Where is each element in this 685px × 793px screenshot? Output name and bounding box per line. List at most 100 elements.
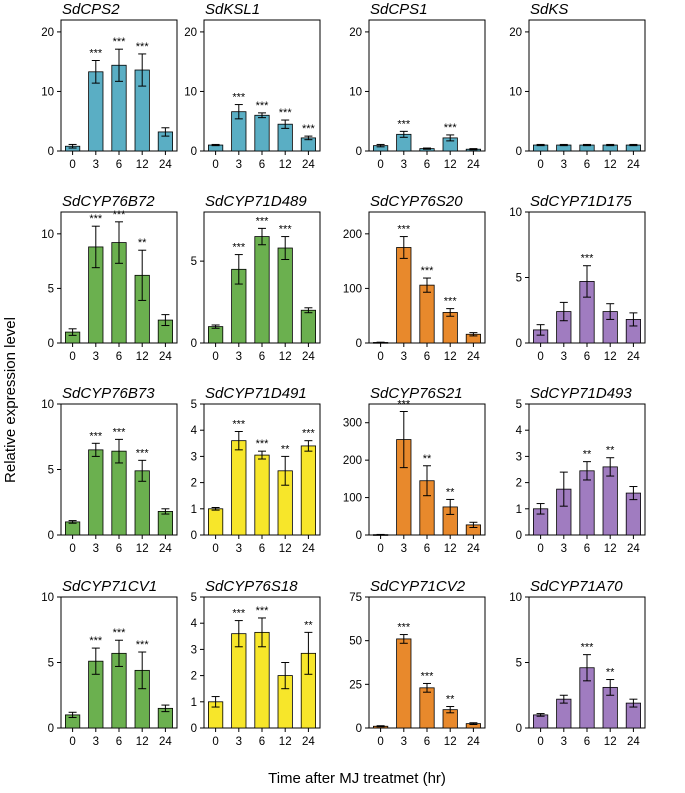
x-tick-label: 6	[116, 736, 122, 748]
x-tick-label: 12	[604, 736, 617, 748]
panel-title: SdCYP76S18	[205, 578, 298, 595]
x-tick-label: 6	[116, 351, 122, 363]
x-tick-label: 3	[401, 351, 407, 363]
panel-sdcyp76b72: SdCYP76B72 0 5 10 0 *** 3 *** 6 ** 12 24	[41, 193, 178, 363]
bar-24h	[157, 511, 173, 536]
error-bar	[606, 679, 615, 696]
x-tick-label: 12	[279, 351, 292, 363]
error-bar	[211, 696, 220, 708]
error-bar	[629, 486, 638, 501]
significance-mark: ***	[136, 41, 150, 53]
panel-title: SdCYP76S21	[370, 385, 463, 402]
y-tick-label: 10	[41, 86, 54, 98]
error-bar	[446, 706, 455, 714]
error-bar	[258, 617, 266, 648]
x-tick-label: 12	[279, 159, 292, 171]
error-bar	[211, 324, 220, 329]
y-tick-label: 10	[41, 592, 54, 604]
error-bar	[423, 277, 431, 293]
panel-title: SdCYP71CV2	[370, 578, 466, 595]
x-tick-label: 0	[377, 736, 383, 748]
y-tick-label: 3	[191, 451, 197, 463]
significance-mark: ***	[232, 608, 246, 620]
x-tick-label: 0	[69, 543, 75, 555]
x-tick-label: 12	[136, 736, 149, 748]
x-tick-label: 12	[136, 543, 149, 555]
x-tick-label: 6	[259, 159, 265, 171]
x-tick-label: 3	[93, 543, 99, 555]
significance-mark: ***	[397, 224, 411, 236]
x-tick-label: 12	[279, 543, 292, 555]
x-tick-label: 3	[401, 543, 407, 555]
x-tick-label: 6	[116, 543, 122, 555]
y-tick-label: 5	[516, 399, 522, 411]
x-tick-label: 3	[236, 736, 242, 748]
panel-sdcyp71cv1: SdCYP71CV1 0 5 10 0 *** 3 *** 6 *** 12 24	[41, 578, 178, 748]
error-bar	[281, 236, 290, 260]
x-tick-label: 3	[561, 543, 567, 555]
error-bar	[161, 508, 170, 515]
y-tick-label: 0	[48, 530, 54, 542]
error-bar	[469, 521, 478, 529]
bar-3h	[231, 440, 247, 536]
x-tick-label: 3	[236, 159, 242, 171]
y-tick-label: 4	[191, 425, 198, 437]
significance-mark: ***	[232, 242, 246, 254]
x-tick-label: 12	[444, 351, 457, 363]
error-bar	[376, 341, 385, 344]
error-bar	[234, 104, 243, 120]
significance-mark: ***	[302, 123, 316, 135]
y-tick-label: 5	[191, 592, 197, 604]
x-tick-label: 3	[401, 736, 407, 748]
panel-title: SdCYP71D493	[530, 385, 632, 402]
y-tick-label: 0	[191, 723, 197, 735]
y-tick-label: 0	[191, 338, 197, 350]
significance-mark: **	[606, 445, 615, 457]
y-tick-label: 2	[516, 478, 522, 490]
panel-sdks: SdKS 0 10 20 0 3 6 12 24	[509, 1, 646, 171]
x-tick-label: 24	[467, 159, 480, 171]
x-tick-label: 0	[212, 736, 218, 748]
error-bar	[115, 639, 123, 667]
panel-sdcyp71a70: SdCYP71A70 0 5 10 0 3 *** 6 ** 12 24	[509, 578, 646, 748]
y-tick-label: 0	[516, 530, 522, 542]
error-bar	[115, 48, 123, 82]
significance-mark: ***	[256, 100, 270, 112]
significance-mark: ***	[113, 426, 127, 438]
bar-24h	[300, 445, 316, 536]
error-bar	[304, 307, 313, 314]
error-bar	[629, 698, 638, 708]
panel-title: SdCYP76B73	[62, 385, 155, 402]
error-bar	[583, 461, 591, 481]
error-bar	[258, 227, 266, 246]
error-bar	[583, 654, 591, 682]
x-tick-label: 3	[93, 351, 99, 363]
significance-mark: ***	[232, 419, 246, 431]
significance-mark: ***	[89, 213, 103, 225]
error-bar	[115, 221, 123, 264]
significance-mark: ***	[421, 265, 435, 277]
error-bar	[376, 725, 385, 728]
y-tick-label: 20	[509, 27, 522, 39]
x-tick-label: 6	[116, 159, 122, 171]
error-bar	[68, 520, 77, 524]
bar-0h	[208, 326, 224, 344]
x-tick-label: 24	[627, 159, 640, 171]
y-tick-label: 2	[191, 671, 197, 683]
x-tick-label: 3	[93, 736, 99, 748]
error-bar	[536, 503, 545, 515]
error-bar	[559, 143, 568, 147]
significance-mark: ***	[397, 398, 411, 410]
y-tick-label: 5	[48, 283, 54, 295]
error-bar	[68, 143, 77, 149]
x-tick-label: 24	[627, 351, 640, 363]
y-tick-label: 5	[191, 256, 197, 268]
significance-mark: **	[606, 667, 615, 679]
error-bar	[399, 634, 408, 644]
x-tick-label: 24	[467, 351, 480, 363]
significance-mark: **	[304, 619, 313, 631]
error-bar	[559, 301, 568, 322]
significance-mark: **	[583, 449, 592, 461]
